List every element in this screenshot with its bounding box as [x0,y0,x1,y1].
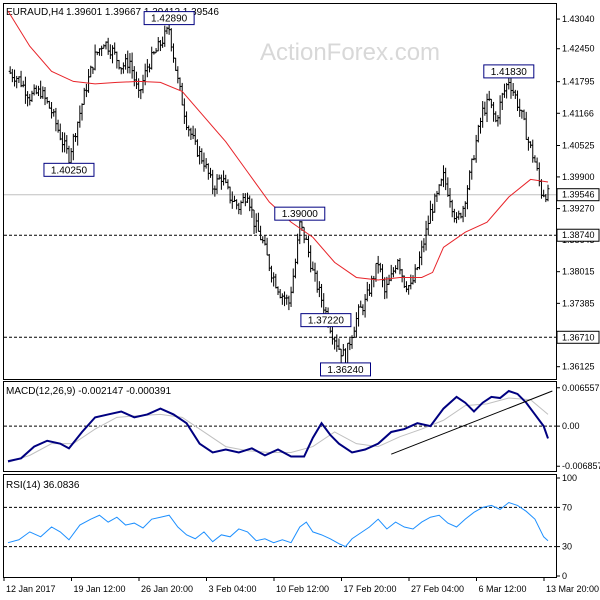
price-tick-label: 1.36125 [562,362,595,372]
price-panel: EURAUD,H4 1.39601 1.39667 1.39412 1.3954… [3,3,600,380]
current-price-label: 1.39546 [562,190,595,200]
level-label: 1.36710 [562,332,595,342]
time-tick-label: 3 Feb 04:00 [209,584,257,594]
price-annotation-box [320,362,371,377]
macd-signal-line [7,397,549,463]
macd-title: MACD(12,26,9) -0.002147 -0.000391 [6,386,172,397]
price-annotation-label: 1.37220 [308,316,345,327]
price-tick-label: 1.38015 [562,267,595,277]
price-annotation-label: 1.42890 [151,14,188,25]
price-annotation-label: 1.40250 [51,165,88,176]
time-tick-label: 13 Mar 20:00 [546,584,599,594]
time-tick-label: 19 Jan 12:00 [74,584,126,594]
price-tick-label: 1.43040 [562,14,595,24]
price-tick-label: 1.39900 [562,172,595,182]
price-annotation-label: 1.39000 [282,209,319,220]
price-annotation-label: 1.41830 [491,67,528,78]
time-tick-label: 12 Jan 2017 [6,584,56,594]
current-price-box [556,188,600,202]
rsi-panel: RSI(14) 36.0836 100 70 30 0 [3,473,577,581]
price-annotation-box [43,162,95,177]
time-tick-label: 6 Mar 12:00 [479,584,527,594]
price-annotation-label: 1.36240 [327,365,364,376]
time-tick-label: 17 Feb 20:00 [344,584,397,594]
macd-line [7,389,549,463]
rsi-title: RSI(14) 36.0836 [6,480,80,491]
price-annotation-box [300,313,352,328]
rsi-tick-label: 30 [562,542,572,552]
macd-tick-label: 0.006557 [562,383,600,393]
price-tick-label: 1.41166 [562,108,594,118]
chart-ohlc: 1.39601 1.39667 1.39412 1.39546 [66,7,219,18]
price-tick-label: 1.42450 [562,44,595,54]
chart-symbol: EURAUD,H4 [6,7,64,18]
price-annotation-box [483,64,535,79]
macd-panel: MACD(12,26,9) -0.002147 -0.000391 0.0065… [3,381,600,472]
level-label-box [556,330,600,344]
macd-tick-label: 0.00 [562,421,580,431]
rsi-tick-label: 0 [562,571,567,581]
moving-average-line [7,10,549,281]
price-tick-label: 1.39270 [562,204,595,214]
price-annotation-box [143,11,195,26]
rsi-line [7,501,549,548]
price-annotation-box [274,206,326,221]
time-tick-label: 27 Feb 04:00 [411,584,464,594]
rsi-tick-label: 100 [562,473,577,483]
price-tick-label: 1.41795 [562,77,595,87]
macd-trendline [391,390,553,455]
level-label-box [556,228,600,242]
price-tick-label: 1.37385 [562,298,595,308]
rsi-tick-label: 70 [562,502,572,512]
rsi-frame [3,474,557,578]
price-tick-label: 1.40525 [562,141,595,151]
macd-tick-label: -0.006857 [562,461,600,471]
time-tick-label: 10 Feb 12:00 [276,584,329,594]
watermark: ActionForex.com [260,39,440,66]
time-tick-label: 26 Jan 20:00 [141,584,193,594]
time-axis: 12 Jan 2017 19 Jan 12:00 26 Jan 20:00 3 Feb… [3,577,599,594]
level-label: 1.38740 [562,230,595,240]
